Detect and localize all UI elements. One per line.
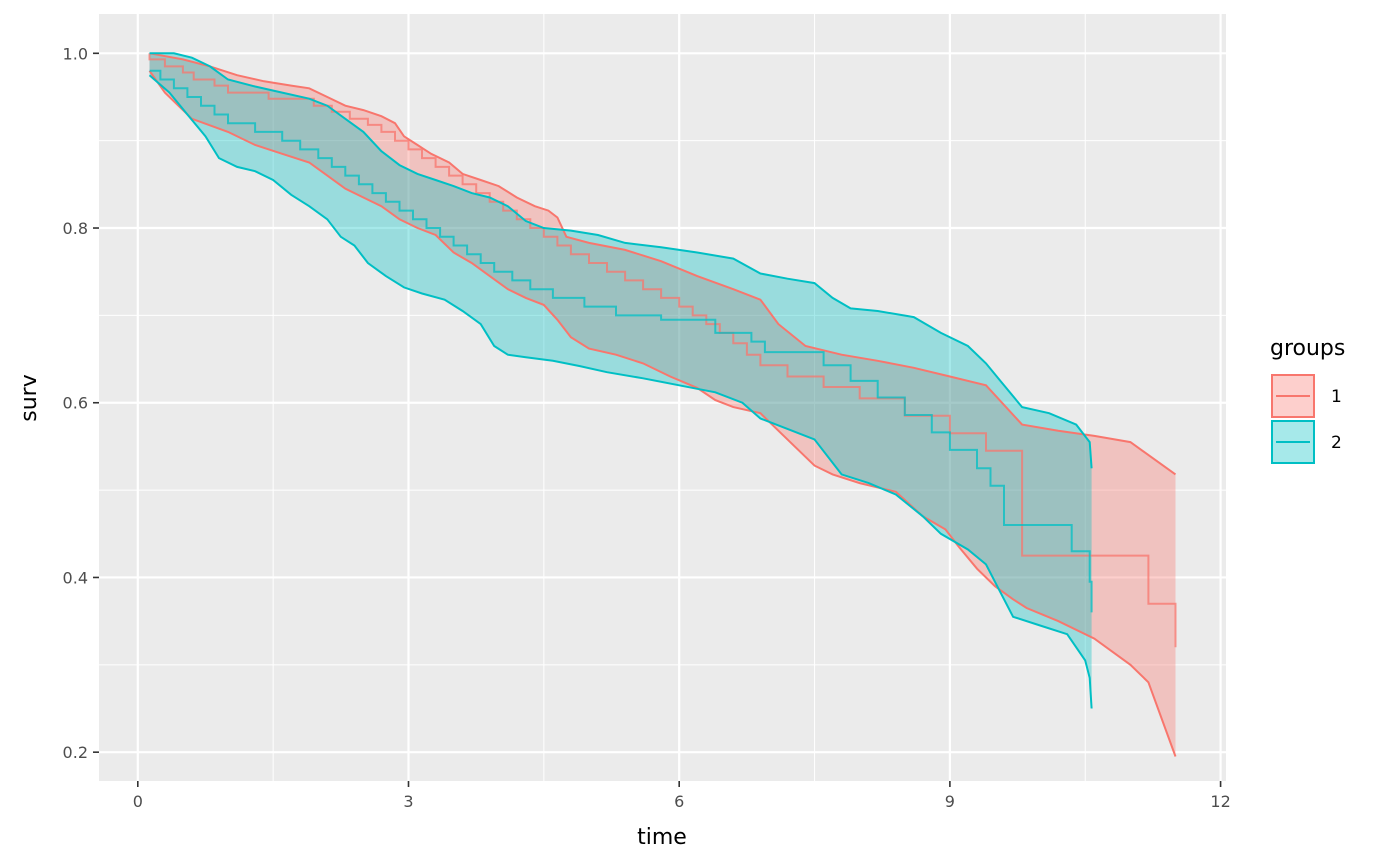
upper-bound-line-group-2	[149, 52, 1093, 469]
survival-curves	[148, 52, 1177, 757]
x-tick-label: 12	[1210, 792, 1230, 811]
legend-label-1: 1	[1331, 387, 1342, 407]
y-tick-label: 1.0	[63, 44, 88, 63]
axis-ticks: 0 3 6 9 12 0.2 0.4 0.6 0.8 1.0	[63, 44, 1231, 811]
x-axis-title: time	[637, 825, 687, 850]
legend-items: 12	[1271, 374, 1342, 464]
legend: groups 12	[1270, 336, 1345, 464]
lower-bound-line-group-2	[148, 74, 1093, 709]
ribbon-group-2	[149, 53, 1092, 709]
x-tick-label: 9	[945, 792, 955, 811]
upper-bound-line-group-1	[149, 52, 1177, 476]
x-tick-label: 6	[674, 792, 684, 811]
y-tick-label: 0.2	[63, 743, 88, 762]
y-tick-label: 0.8	[63, 219, 88, 238]
lower-bound-line-group-1	[148, 70, 1177, 757]
survival-line-group-2	[149, 69, 1093, 613]
legend-label-2: 2	[1331, 433, 1342, 453]
y-axis-title: surv	[17, 374, 42, 421]
legend-title: groups	[1270, 336, 1345, 361]
y-tick-label: 0.6	[63, 394, 88, 413]
grid-major	[99, 14, 1226, 781]
y-tick-label: 0.4	[63, 568, 88, 587]
survival-line-group-1	[148, 53, 1177, 648]
x-tick-label: 3	[403, 792, 413, 811]
plot-panel	[99, 14, 1226, 781]
x-tick-label: 0	[133, 792, 143, 811]
